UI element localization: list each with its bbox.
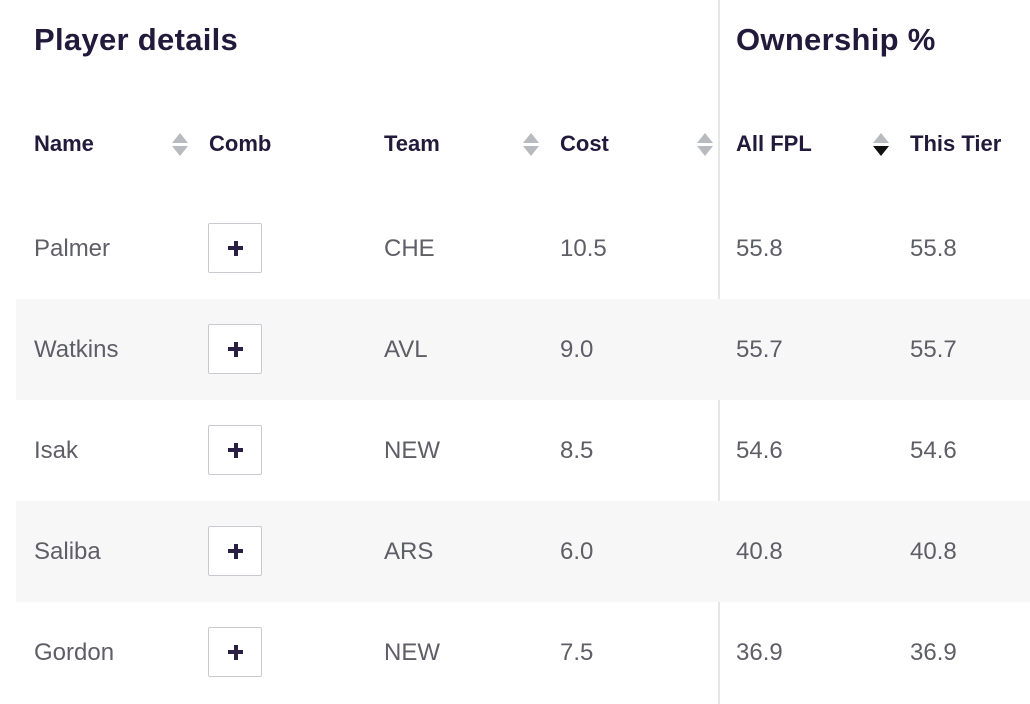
player-team: NEW: [384, 639, 440, 666]
sort-descending-icon: [523, 146, 539, 156]
sort-ascending-icon: [873, 133, 889, 143]
sort-icon[interactable]: [522, 132, 540, 158]
add-combination-button[interactable]: [208, 324, 262, 374]
ownership-all-fpl: 55.8: [736, 235, 783, 262]
sort-ascending-icon: [697, 133, 713, 143]
column-header-comb: Comb: [209, 131, 272, 156]
player-details-heading: Player details: [34, 22, 239, 57]
ownership-this-tier: 54.6: [910, 437, 957, 464]
plus-icon: [233, 342, 238, 357]
ownership-this-tier: 40.8: [910, 538, 957, 565]
player-name: Isak: [34, 437, 79, 464]
sort-descending-icon: [697, 146, 713, 156]
table-body: Palmer CHE 10.5 55.8 55.8 Watkins AVL 9.…: [16, 198, 1030, 703]
player-cost: 10.5: [560, 235, 607, 262]
ownership-heading: Ownership %: [736, 22, 936, 57]
player-name: Gordon: [34, 639, 115, 666]
ownership-this-tier: 55.7: [910, 336, 957, 363]
sort-icon[interactable]: [872, 132, 890, 158]
table-row: Isak NEW 8.5 54.6 54.6: [16, 400, 1030, 501]
add-combination-button[interactable]: [208, 526, 262, 576]
add-combination-button[interactable]: [208, 425, 262, 475]
table-row: Gordon NEW 7.5 36.9 36.9: [16, 602, 1030, 703]
column-header-cost[interactable]: Cost: [560, 131, 609, 156]
sort-icon[interactable]: [696, 132, 714, 158]
ownership-this-tier: 55.8: [910, 235, 957, 262]
sort-descending-icon: [873, 146, 889, 156]
ownership-all-fpl: 55.7: [736, 336, 783, 363]
player-team: NEW: [384, 437, 440, 464]
sort-descending-icon: [172, 146, 188, 156]
ownership-all-fpl: 40.8: [736, 538, 783, 565]
column-header-name[interactable]: Name: [34, 131, 94, 156]
player-name: Saliba: [34, 538, 101, 565]
player-cost: 8.5: [560, 437, 594, 464]
player-name: Watkins: [34, 336, 119, 363]
sort-ascending-icon: [523, 133, 539, 143]
column-header-this-tier[interactable]: This Tier: [910, 131, 1002, 156]
sort-icon[interactable]: [171, 132, 189, 158]
table-row: Saliba ARS 6.0 40.8 40.8: [16, 501, 1030, 602]
column-header-team[interactable]: Team: [384, 131, 440, 156]
table-header: Name Comb Team Cost All FPL This Tier: [0, 124, 1030, 164]
ownership-all-fpl: 54.6: [736, 437, 783, 464]
player-cost: 7.5: [560, 639, 594, 666]
player-name: Palmer: [34, 235, 111, 262]
player-cost: 9.0: [560, 336, 594, 363]
sort-ascending-icon: [172, 133, 188, 143]
plus-icon: [233, 645, 238, 660]
add-combination-button[interactable]: [208, 223, 262, 273]
plus-icon: [233, 443, 238, 458]
player-cost: 6.0: [560, 538, 594, 565]
player-team: AVL: [384, 336, 428, 363]
ownership-all-fpl: 36.9: [736, 639, 783, 666]
column-header-all-fpl[interactable]: All FPL: [736, 131, 812, 156]
player-team: CHE: [384, 235, 435, 262]
table-row: Palmer CHE 10.5 55.8 55.8: [16, 198, 1030, 299]
player-team: ARS: [384, 538, 434, 565]
table-row: Watkins AVL 9.0 55.7 55.7: [16, 299, 1030, 400]
plus-icon: [233, 241, 238, 256]
plus-icon: [233, 544, 238, 559]
add-combination-button[interactable]: [208, 627, 262, 677]
ownership-this-tier: 36.9: [910, 639, 957, 666]
